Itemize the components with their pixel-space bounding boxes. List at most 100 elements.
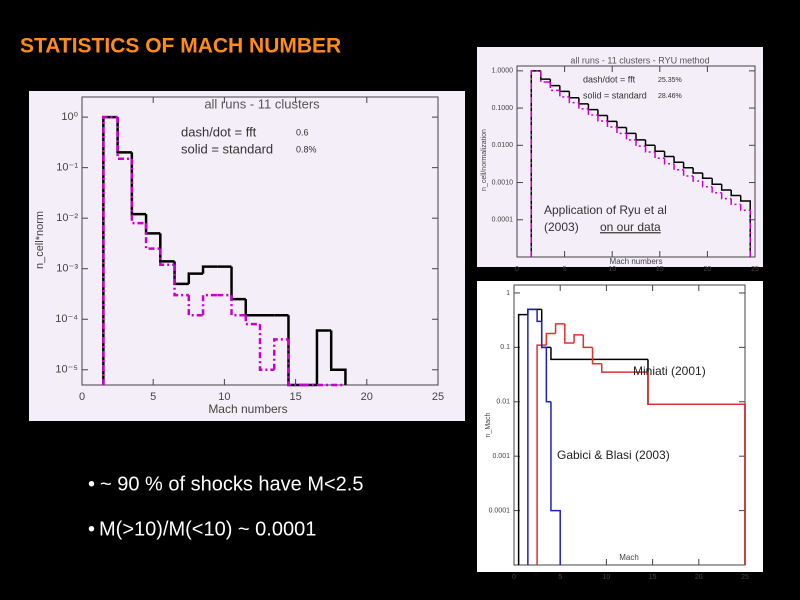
histogram-step	[730, 190, 741, 197]
x-axis-label: Mach numbers	[610, 257, 663, 266]
chart-title: all runs - 11 clusters - RYU method	[570, 55, 709, 65]
annotation: dash/dot = fft	[181, 124, 257, 139]
histogram-step	[601, 363, 612, 373]
y-tick-label: 0.001	[492, 453, 510, 460]
histogram-step	[159, 248, 175, 266]
histogram-step	[559, 90, 570, 98]
x-tick-label: 5	[150, 391, 156, 403]
y-tick-label: 10⁻³	[56, 263, 78, 275]
annotation: dash/dot = fft	[583, 74, 636, 84]
histogram-step	[545, 347, 551, 403]
y-tick-label: 10⁻²	[56, 212, 78, 224]
histogram-step	[606, 120, 617, 128]
bullet-marker: •	[88, 473, 95, 495]
histogram-step	[682, 162, 694, 169]
histogram-step	[173, 264, 189, 297]
histogram-step	[550, 401, 561, 565]
x-axis-label: Mach	[619, 553, 639, 562]
histogram-step	[564, 323, 575, 344]
x-tick-label: 25	[751, 266, 759, 273]
histogram-step	[711, 178, 722, 185]
x-tick-label: 20	[695, 574, 703, 581]
y-tick-label: 10⁰	[61, 111, 78, 123]
histogram-step	[201, 293, 218, 316]
histogram-step	[616, 127, 627, 135]
histogram-step	[587, 108, 598, 116]
annotation: on our data	[600, 220, 661, 234]
series-label: Gabici & Blasi (2003)	[557, 448, 670, 462]
histogram-step	[244, 299, 260, 317]
histogram-step	[673, 156, 684, 164]
histogram-step	[102, 115, 118, 385]
annotation: 28.46%	[658, 93, 682, 100]
annotation: Application of Ryu et al	[544, 203, 667, 217]
histogram-step	[549, 82, 560, 92]
annotation: 25.35%	[658, 77, 682, 84]
histogram-step	[244, 315, 260, 326]
x-axis-label: Mach numbers	[208, 402, 287, 416]
histogram-step	[159, 233, 175, 263]
chart-title: all runs - 11 clusters	[204, 96, 320, 111]
histogram-step	[739, 195, 751, 257]
plot-frame	[516, 65, 756, 258]
y-tick-label: 10⁻¹	[56, 162, 78, 174]
y-tick-label: 10⁻⁴	[55, 313, 78, 325]
histogram-step	[663, 151, 675, 158]
x-tick-label: 0	[515, 266, 519, 273]
x-tick-label: 5	[558, 574, 562, 581]
y-axis-label: n_cell/normalization	[481, 129, 488, 191]
panel	[477, 281, 763, 572]
y-axis-label: n_cell*norm	[34, 211, 46, 269]
y-tick-label: 1.0000	[492, 68, 514, 75]
plot-frame	[81, 96, 439, 386]
histogram-step	[187, 295, 204, 317]
annotation: 0.6	[296, 127, 309, 137]
histogram-step	[578, 102, 589, 110]
x-tick-label: 20	[361, 391, 373, 403]
histogram-step	[730, 198, 741, 206]
histogram-step	[663, 158, 675, 165]
histogram-step	[116, 117, 132, 154]
histogram-step	[573, 334, 584, 344]
histogram-step	[540, 70, 551, 83]
series-label: Miniati (2001)	[633, 364, 706, 378]
histogram-step	[682, 169, 694, 177]
histogram-step	[272, 338, 289, 370]
histogram-step	[635, 139, 646, 147]
histogram-step	[554, 323, 565, 334]
histogram-step	[720, 184, 732, 191]
histogram-step	[536, 309, 542, 323]
y-tick-label: 0.01	[496, 399, 510, 406]
histogram-step	[130, 158, 147, 225]
y-tick-label: 0.0001	[489, 507, 511, 514]
histogram-step	[692, 167, 703, 174]
histogram-step	[329, 330, 347, 385]
y-axis-label: n_Mach	[485, 412, 492, 437]
annotation: 0.8%	[296, 144, 317, 154]
x-tick-label: 15	[289, 391, 301, 403]
histogram-step	[287, 339, 303, 387]
histogram-step	[582, 334, 593, 349]
x-tick-label: 5	[563, 266, 567, 273]
panel	[29, 91, 465, 421]
x-tick-label: 0	[512, 574, 516, 581]
histogram-step	[258, 324, 275, 372]
histogram-step	[739, 204, 751, 257]
y-tick-label: 0.1000	[492, 105, 514, 112]
y-tick-label: 0.0001	[492, 217, 514, 224]
histogram-step	[644, 139, 656, 147]
histogram-step	[647, 372, 746, 565]
histogram-step	[692, 175, 703, 182]
x-tick-label: 15	[656, 266, 664, 273]
histogram-step	[545, 332, 556, 346]
x-tick-label: 15	[649, 574, 657, 581]
x-tick-label: 0	[79, 391, 85, 403]
histogram-step	[625, 133, 636, 141]
histogram-step	[701, 181, 713, 188]
histogram-step	[187, 272, 204, 284]
y-tick-label: 0.0100	[492, 142, 514, 149]
x-tick-label: 10	[603, 574, 611, 581]
x-tick-label: 25	[741, 574, 749, 581]
y-tick-label: 10⁻⁵	[55, 364, 78, 376]
y-tick-label: 1	[506, 290, 510, 297]
